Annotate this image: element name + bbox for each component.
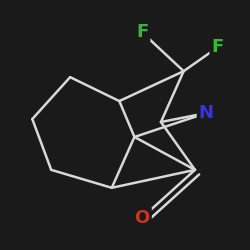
Text: O: O <box>134 209 150 227</box>
Text: F: F <box>136 23 148 41</box>
Text: N: N <box>199 104 214 122</box>
Text: F: F <box>212 38 224 56</box>
